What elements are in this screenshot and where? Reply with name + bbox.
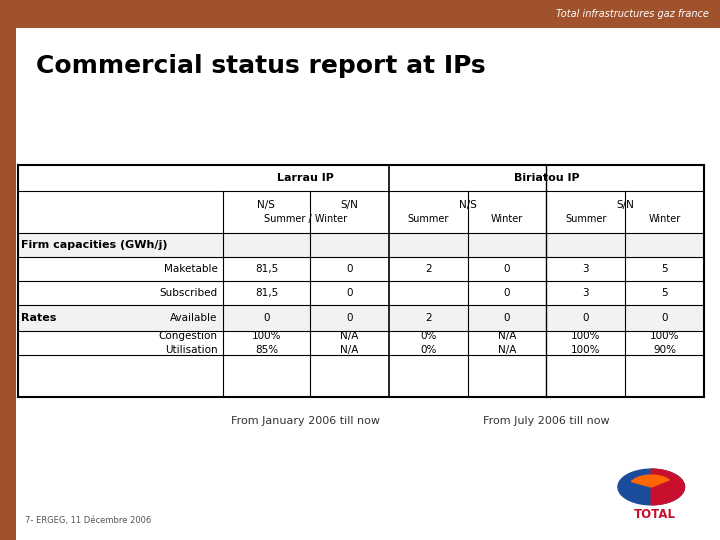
Text: Total infrastructures gaz france: Total infrastructures gaz france	[557, 9, 709, 19]
Text: 100%: 100%	[650, 331, 680, 341]
Text: 0: 0	[504, 288, 510, 298]
Text: N/S: N/S	[459, 200, 477, 210]
Text: N/A: N/A	[340, 345, 359, 355]
Text: Larrau IP: Larrau IP	[277, 173, 334, 183]
Text: 100%: 100%	[571, 345, 600, 355]
Text: 0%: 0%	[420, 331, 436, 341]
Text: Rates: Rates	[22, 313, 57, 323]
Text: N/A: N/A	[498, 331, 516, 341]
Text: 85%: 85%	[255, 345, 278, 355]
Text: 7- ERGEG, 11 Décembre 2006: 7- ERGEG, 11 Décembre 2006	[25, 516, 151, 525]
Text: Summer: Summer	[408, 214, 449, 224]
Text: 0: 0	[582, 313, 589, 323]
Text: 0: 0	[264, 313, 270, 323]
Text: 90%: 90%	[653, 345, 676, 355]
Text: Summer: Summer	[565, 214, 606, 224]
Text: 0: 0	[504, 313, 510, 323]
Text: 2: 2	[425, 313, 431, 323]
Polygon shape	[631, 475, 669, 487]
Text: Summer / Winter: Summer / Winter	[264, 214, 348, 224]
Text: 0: 0	[346, 288, 353, 298]
Text: 5: 5	[662, 288, 668, 298]
Text: Winter: Winter	[491, 214, 523, 224]
Text: 100%: 100%	[252, 331, 282, 341]
Text: S/N: S/N	[616, 200, 634, 210]
Text: Firm capacities (GWh/j): Firm capacities (GWh/j)	[22, 240, 168, 250]
Text: 0%: 0%	[420, 345, 436, 355]
Text: 100%: 100%	[571, 331, 600, 341]
Bar	[18, 305, 704, 331]
Text: 0: 0	[504, 264, 510, 274]
Text: Winter: Winter	[649, 214, 681, 224]
Text: From January 2006 till now: From January 2006 till now	[231, 416, 380, 426]
Polygon shape	[652, 469, 685, 505]
Text: 2: 2	[425, 264, 431, 274]
Text: 0: 0	[346, 264, 353, 274]
Text: Subscribed: Subscribed	[159, 288, 217, 298]
Text: Available: Available	[170, 313, 217, 323]
Text: 81,5: 81,5	[255, 288, 278, 298]
Text: 3: 3	[582, 288, 589, 298]
Text: Commercial status report at IPs: Commercial status report at IPs	[36, 54, 485, 78]
Text: Congestion: Congestion	[158, 331, 217, 341]
Text: TOTAL: TOTAL	[634, 508, 676, 521]
Text: 0: 0	[346, 313, 353, 323]
Text: N/S: N/S	[258, 200, 275, 210]
Text: 3: 3	[582, 264, 589, 274]
Bar	[18, 233, 704, 257]
Text: S/N: S/N	[341, 200, 358, 210]
Text: Maketable: Maketable	[163, 264, 217, 274]
Text: 0: 0	[662, 313, 668, 323]
Text: From July 2006 till now: From July 2006 till now	[483, 416, 610, 426]
Text: 81,5: 81,5	[255, 264, 278, 274]
Text: Utilisation: Utilisation	[165, 345, 217, 355]
Text: 5: 5	[662, 264, 668, 274]
Text: Biriatou IP: Biriatou IP	[513, 173, 579, 183]
Polygon shape	[618, 469, 685, 505]
Text: N/A: N/A	[340, 331, 359, 341]
Text: N/A: N/A	[498, 345, 516, 355]
